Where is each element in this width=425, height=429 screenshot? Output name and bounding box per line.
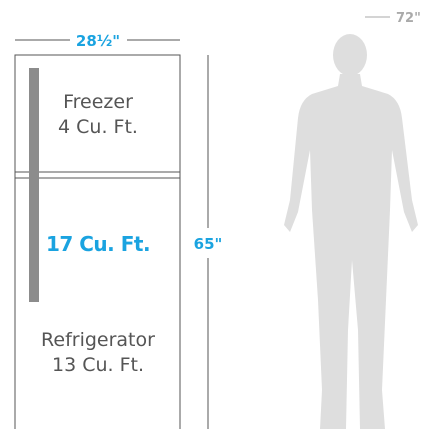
- person-height: 72": [396, 11, 421, 26]
- refrigerator-label: Refrigerator: [41, 329, 155, 351]
- freezer-label: Freezer: [63, 91, 133, 113]
- handle: [29, 68, 39, 302]
- freezer-capacity: 4 Cu. Ft.: [58, 116, 138, 138]
- width-label: 28½": [76, 32, 120, 50]
- height-label: 65": [194, 235, 223, 253]
- person-silhouette: [284, 34, 418, 429]
- refrigerator-capacity: 13 Cu. Ft.: [52, 354, 144, 376]
- fridge-outline: [14, 54, 181, 429]
- total-capacity: 17 Cu. Ft.: [46, 232, 150, 256]
